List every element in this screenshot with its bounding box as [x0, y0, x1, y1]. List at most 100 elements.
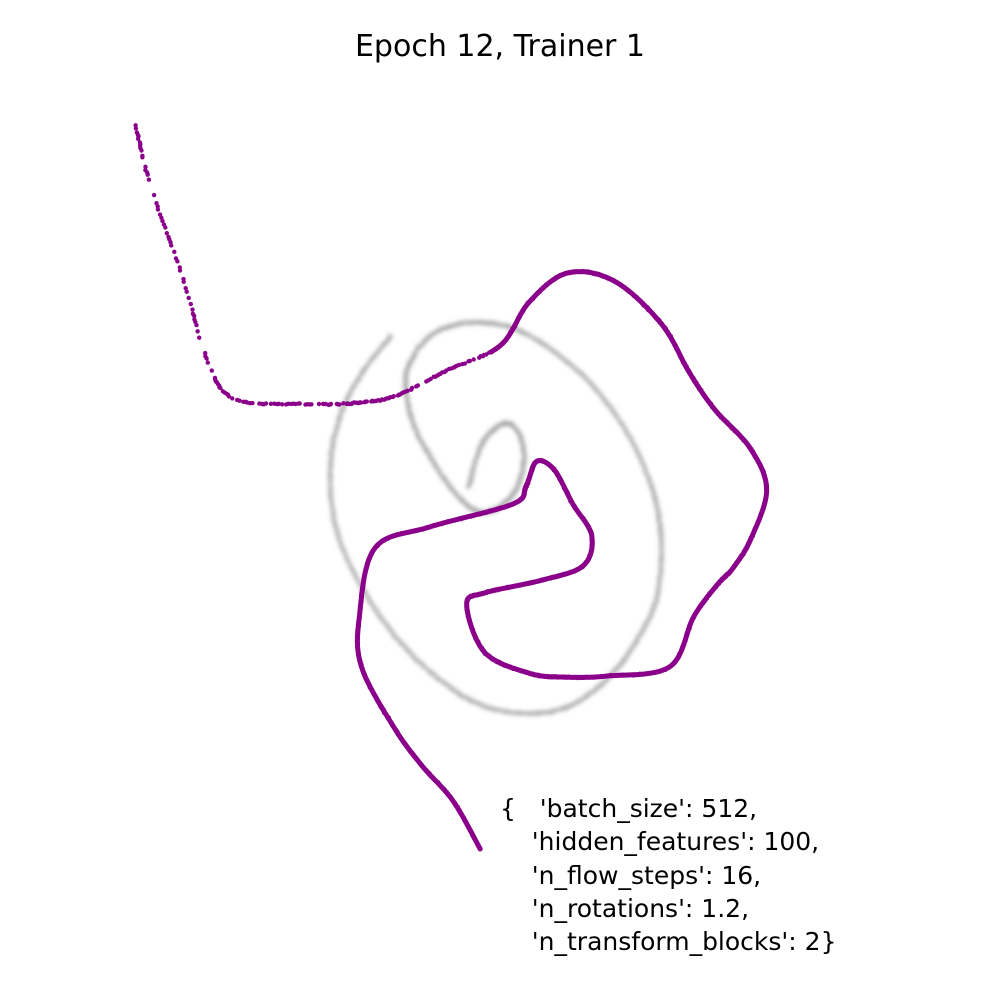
target-point	[487, 431, 491, 436]
generated-point	[471, 357, 476, 362]
generated-point	[203, 350, 208, 356]
generated-point	[204, 356, 209, 361]
generated-point	[194, 322, 199, 328]
target-point	[520, 464, 524, 468]
target-point	[329, 478, 333, 482]
target-point	[629, 645, 634, 650]
target-point	[655, 594, 659, 598]
target-point	[333, 434, 338, 438]
target-point	[588, 382, 593, 386]
target-point	[656, 587, 660, 591]
target-point	[428, 451, 432, 455]
target-point	[656, 518, 661, 523]
target-point	[510, 490, 515, 494]
target-point	[374, 353, 378, 357]
target-point	[426, 668, 430, 672]
target-point	[488, 321, 492, 325]
generated-point	[230, 396, 235, 401]
target-point	[660, 530, 664, 534]
target-point	[523, 458, 527, 462]
target-point	[441, 326, 445, 330]
target-point	[515, 427, 519, 432]
target-point	[515, 480, 520, 484]
target-point	[573, 368, 577, 372]
generated-point	[186, 295, 191, 301]
target-point	[659, 545, 663, 550]
target-point	[516, 483, 520, 487]
generated-series	[133, 123, 770, 852]
target-point	[568, 361, 572, 365]
generated-point	[143, 164, 148, 169]
target-point	[599, 392, 603, 396]
target-point	[406, 411, 410, 415]
target-point	[338, 541, 342, 545]
target-point	[651, 606, 655, 610]
target-point	[330, 452, 334, 456]
target-point	[548, 709, 552, 713]
generated-point	[184, 289, 189, 294]
target-point	[639, 457, 643, 461]
generated-point	[484, 510, 489, 515]
generated-point	[391, 394, 396, 399]
generated-point	[190, 307, 195, 312]
generated-point	[160, 218, 165, 224]
generated-point	[359, 595, 364, 601]
target-point	[442, 475, 446, 479]
target-point	[372, 353, 376, 358]
target-point	[636, 450, 641, 454]
target-point	[651, 485, 655, 489]
target-point	[492, 323, 496, 327]
target-point	[641, 463, 646, 467]
generated-point	[145, 172, 150, 177]
target-point	[375, 611, 379, 615]
target-point	[464, 501, 468, 505]
target-point	[385, 341, 389, 345]
target-point	[490, 706, 494, 710]
target-point	[338, 544, 342, 548]
target-point	[616, 667, 620, 671]
target-point	[341, 547, 345, 551]
target-point	[588, 692, 592, 696]
target-point	[536, 713, 540, 717]
generated-point	[297, 401, 302, 406]
target-point	[510, 422, 514, 426]
target-point	[556, 352, 561, 356]
target-point	[424, 446, 428, 450]
generated-point	[409, 385, 415, 391]
target-point	[367, 363, 371, 367]
target-point	[427, 457, 431, 461]
target-point	[657, 523, 661, 527]
target-point	[461, 500, 465, 505]
target-point	[333, 530, 338, 534]
generated-point	[177, 268, 183, 273]
target-point	[449, 325, 453, 329]
target-point	[623, 426, 627, 430]
target-point	[517, 430, 522, 434]
target-point	[503, 709, 507, 713]
generated-point	[341, 401, 346, 406]
generated-point	[337, 402, 342, 407]
target-point	[609, 408, 614, 412]
target-point	[418, 660, 422, 665]
target-point	[461, 321, 466, 325]
target-point	[523, 461, 527, 465]
target-point	[642, 623, 646, 627]
target-point	[367, 596, 371, 600]
target-point	[521, 329, 526, 333]
target-point	[521, 442, 526, 446]
annotation-line: 'n_flow_steps': 16,	[500, 861, 761, 890]
target-point	[385, 338, 390, 342]
target-point	[528, 333, 532, 337]
target-point	[421, 343, 425, 347]
target-point	[331, 518, 335, 522]
target-point	[387, 333, 391, 337]
generated-point	[250, 400, 255, 406]
target-point	[600, 681, 604, 685]
target-point	[650, 610, 654, 614]
target-point	[590, 690, 594, 694]
target-point	[478, 444, 482, 449]
target-point	[657, 529, 662, 533]
target-point	[473, 462, 477, 466]
target-point	[405, 406, 409, 410]
